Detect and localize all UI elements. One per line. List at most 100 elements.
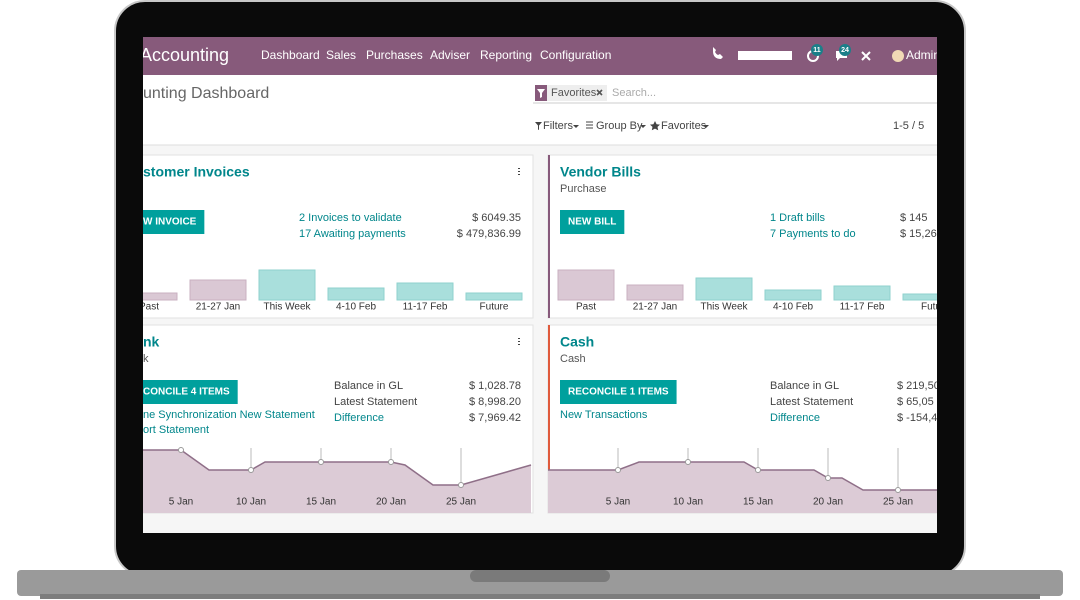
menu-item[interactable]: Purchases [366,48,423,62]
search-input[interactable]: Search... [612,87,656,99]
card-button[interactable]: CONCILE 4 ITEMS [143,387,230,398]
row-label: Balance in GL [334,380,403,392]
card-button[interactable]: RECONCILE 1 ITEMS [568,387,669,398]
filters-button[interactable]: Filters [543,120,573,132]
point [248,467,254,473]
card-accent [548,155,550,318]
card-button-bg[interactable] [560,380,677,404]
row-label[interactable]: 17 Awaiting payments [299,228,406,240]
row-amount: $ 6049.35 [472,212,521,224]
bar-label: 11-17 Feb [403,302,448,313]
filter-icon [535,122,542,130]
breadcrumb: unting Dashboard [143,85,269,102]
card-title[interactable]: Vendor Bills [560,164,641,180]
favorites-button[interactable]: Favorites [661,120,707,132]
area [143,450,531,513]
point [318,459,324,465]
bar [396,282,454,301]
phone-icon[interactable] [713,47,723,59]
x-tick-label: 5 Jan [606,497,630,508]
facet[interactable] [547,85,607,101]
row-amount: $ 145 [900,212,928,224]
row-label[interactable]: 2 Invoices to validate [299,212,402,224]
facet-remove[interactable] [596,89,603,96]
bar [695,277,753,301]
row-amount: $ 7,969.42 [469,412,521,424]
bar [189,279,247,301]
x-tick-label: 25 Jan [446,497,476,508]
card-button[interactable]: W INVOICE [143,217,197,228]
bar [764,289,822,301]
badge-count: 11 [813,47,821,54]
x-tick-label: 15 Jan [743,497,773,508]
menu-item[interactable]: Reporting [480,48,532,62]
screen: Accounting Dashboard Sales Purchases Adviser… [135,37,943,533]
card-accent [548,325,550,513]
row-amount: $ -154,45 [897,412,943,424]
card-link[interactable]: ort Statement [143,424,209,436]
line [548,461,937,491]
point [825,475,831,481]
card-button-bg[interactable] [135,210,205,234]
row-amount: $ 65,05 [897,396,934,408]
bar [143,292,178,301]
card-title[interactable]: stomer Invoices [143,164,250,180]
bar [258,269,316,301]
card-button-bg[interactable] [560,210,625,234]
card-subtitle: Cash [560,353,586,365]
badge [811,44,823,56]
card-button-bg[interactable] [135,380,238,404]
row-label[interactable]: Difference [770,412,820,424]
bar-label: Future [480,302,509,313]
point [895,487,901,493]
pager: 1-5 / 5 [893,120,924,132]
row-label[interactable]: Difference [334,412,384,424]
row-amount: $ 479,836.99 [457,228,521,240]
dropdown-carets [573,125,709,128]
x-tick-label: 20 Jan [376,497,406,508]
close-icon[interactable] [861,51,871,61]
user-name[interactable]: Admin [906,48,940,62]
row-label[interactable]: 7 Payments to do [770,228,856,240]
status-bar [738,51,792,60]
x-tick-label: 10 Jan [673,497,703,508]
point [178,447,184,453]
menu-item[interactable]: Adviser [430,48,470,62]
bar-label: 11-17 Feb [840,302,885,313]
bar [902,293,937,301]
point [388,459,394,465]
card-title[interactable]: Cash [560,334,594,350]
bar-label: This Week [263,302,311,313]
bar-label: 21-27 Jan [633,302,677,313]
menu-item[interactable]: Configuration [540,48,611,62]
bar-label: This Week [700,302,748,313]
group-by-button[interactable]: Group By [596,120,643,132]
bar [465,292,523,301]
app-name: Accounting [140,45,229,65]
card-title[interactable]: nk [143,334,160,350]
x-tick-label: 25 Jan [883,497,913,508]
row-amount: $ 8,998.20 [469,396,521,408]
card-link[interactable]: ne Synchronization New Statement [143,409,315,421]
point [458,482,464,488]
card-link[interactable]: New Transactions [560,409,648,421]
bar-label: 4-10 Feb [773,302,813,313]
row-label: Latest Statement [770,396,853,408]
row-label[interactable]: 1 Draft bills [770,212,826,224]
x-tick-label: 5 Jan [169,497,193,508]
point [685,459,691,465]
card-subtitle: Purchase [560,183,606,195]
menu-item[interactable]: Dashboard [261,48,320,62]
facet-label: Favorites [551,87,597,99]
point [615,467,621,473]
avatar[interactable] [892,50,904,62]
star-icon [650,121,660,131]
group-icon [586,121,593,129]
card-button[interactable]: NEW BILL [568,217,616,228]
bar [557,269,615,301]
x-tick-label: 15 Jan [306,497,336,508]
badge [839,44,851,56]
funnel-icon [537,89,545,98]
menu-item[interactable]: Sales [326,48,356,62]
